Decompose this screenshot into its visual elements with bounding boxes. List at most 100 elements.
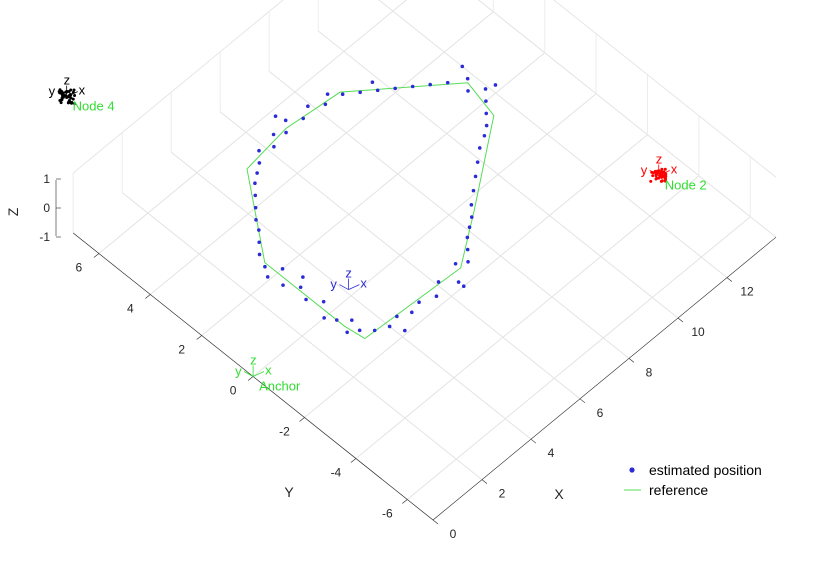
frame-x-axis <box>252 371 265 377</box>
frame-z-label: z <box>250 353 257 368</box>
x-tick-label: 4 <box>548 446 555 460</box>
estimated-position-point <box>281 283 285 287</box>
y-tick-mark <box>247 376 254 381</box>
anchor-estimate-point <box>664 172 668 176</box>
estimated-position-point <box>484 111 489 116</box>
estimated-position-point <box>283 118 288 123</box>
frame-y-axis <box>339 284 349 290</box>
y-tick-mark <box>299 417 305 422</box>
z-axis-label: Z <box>5 207 21 216</box>
y-tick-label: 0 <box>230 384 237 398</box>
estimated-position-point <box>465 235 470 240</box>
estimated-position-point <box>257 228 261 232</box>
frame-x-label: x <box>360 276 367 291</box>
estimated-position-point <box>257 161 262 165</box>
anchor-estimate-point <box>67 98 71 102</box>
estimated-position-point <box>469 215 474 219</box>
estimated-position-point <box>253 181 257 186</box>
estimated-position-point <box>375 88 380 93</box>
x-tick-label: 6 <box>597 406 604 420</box>
y-tick-mark <box>402 499 408 504</box>
reference-line <box>246 82 495 339</box>
anchor-estimate-point <box>663 179 667 183</box>
grid-line-y <box>304 134 648 418</box>
x-tick-mark <box>432 519 439 525</box>
estimated-position-point <box>322 316 326 320</box>
tag-frame: x yz <box>330 266 367 292</box>
grid-line-y <box>355 175 700 459</box>
estimated-position-point <box>453 261 458 266</box>
x-tick-mark <box>628 358 635 363</box>
x-tick-mark <box>481 479 488 484</box>
estimated-position-point <box>350 318 354 322</box>
anchor-label: Node 4 <box>73 99 115 114</box>
anchor-estimate-point <box>660 167 664 171</box>
frame-x-label: x <box>79 83 86 98</box>
anchor-estimate-point <box>663 167 667 171</box>
y-tick-mark <box>93 253 100 258</box>
y-tick-mark <box>350 458 357 463</box>
estimated-position-point <box>387 324 392 329</box>
estimated-position-point <box>477 146 482 150</box>
estimated-position-point <box>345 330 349 335</box>
y-tick-label: -6 <box>382 507 393 521</box>
grid-line-y <box>98 0 408 254</box>
y-axis-ticks: -6 -4 -2 0 2 4 6 <box>76 253 408 521</box>
frame-y-label: y <box>641 162 648 177</box>
y-tick-label: -2 <box>279 425 290 439</box>
estimated-position-point <box>466 89 470 93</box>
frame-y-label: y <box>330 277 337 292</box>
anchor-estimate-point <box>69 88 73 92</box>
estimated-position-point <box>434 294 439 299</box>
x-tick-mark <box>726 277 733 282</box>
frame-x-label: x <box>671 161 678 176</box>
anchor-estimate-point <box>66 101 70 105</box>
x-tick-label: 0 <box>450 527 457 541</box>
x-tick-label: 12 <box>740 285 754 299</box>
y-tick-label: 6 <box>76 261 83 275</box>
frame-x-axis <box>348 284 360 290</box>
estimated-position-point <box>273 114 278 118</box>
grid-line-y <box>149 11 494 295</box>
estimated-position-point <box>460 64 465 69</box>
anchor-estimate-point <box>59 101 63 105</box>
estimated-position-point <box>473 174 478 179</box>
estimated-position-point <box>471 188 476 193</box>
x-tick-label: 2 <box>499 487 506 501</box>
estimated-position-point <box>301 275 305 279</box>
estimated-position-point <box>255 171 259 175</box>
estimated-position-point <box>298 285 303 290</box>
estimated-position-point <box>306 104 310 109</box>
frame-y-axis <box>649 170 659 176</box>
estimated-position-point <box>436 280 441 284</box>
estimated-position-point <box>280 267 285 271</box>
estimated-position-point <box>469 203 474 207</box>
anchor-label: Anchor <box>259 379 301 394</box>
y-tick-mark <box>196 335 202 340</box>
anchor-estimate-point <box>70 101 74 105</box>
estimated-position-point <box>410 84 415 89</box>
estimated-position-point <box>257 252 262 257</box>
z-tick-label: 1 <box>43 172 50 186</box>
anchor-label: Node 2 <box>665 177 707 192</box>
estimated-position-point <box>475 160 480 164</box>
estimated-position-point <box>257 148 261 153</box>
x-tick-mark <box>530 438 537 444</box>
estimated-position-point <box>263 264 267 269</box>
estimated-position-point <box>321 299 326 304</box>
frame-x-label: x <box>265 363 272 378</box>
grid-line-y <box>201 52 546 336</box>
frame-x-axis <box>658 170 670 176</box>
y-axis-label: Y <box>284 484 294 500</box>
estimated-position-point <box>370 80 375 84</box>
legend-label-estimated: estimated position <box>649 462 762 478</box>
y-tick-label: -4 <box>331 466 342 480</box>
frame-y-axis <box>243 371 254 377</box>
anchor-estimate-point <box>659 179 663 183</box>
estimated-position-point <box>484 123 489 128</box>
z-tick-label: -1 <box>39 230 50 244</box>
estimated-position-point <box>465 247 470 252</box>
